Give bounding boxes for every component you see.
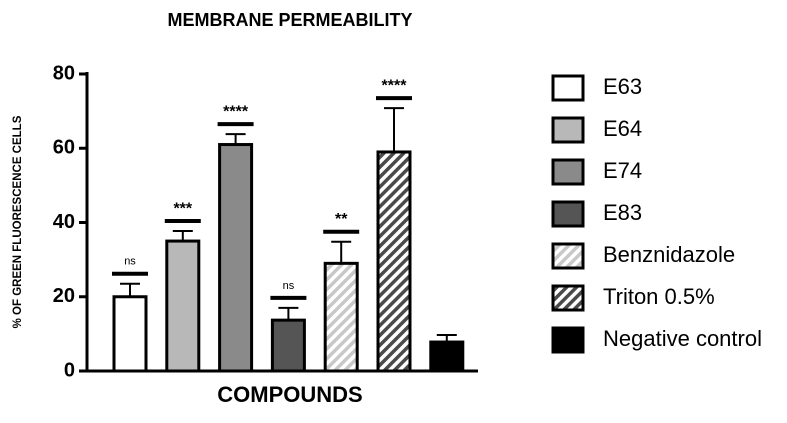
bar	[429, 340, 465, 373]
significance-label: **	[335, 211, 348, 228]
bar	[323, 261, 359, 373]
y-tick-label: 20	[53, 285, 75, 307]
legend-swatch	[551, 326, 585, 354]
y-axis-label: % OF GREEN FLUORESCENCE CELLS	[12, 115, 24, 328]
legend-label: Triton 0.5%	[603, 284, 715, 309]
y-tick-label: 80	[53, 62, 75, 84]
bar	[218, 143, 254, 373]
legend-label: E74	[603, 158, 642, 183]
chart-title: MEMBRANE PERMEABILITY	[167, 10, 412, 30]
bar	[270, 318, 306, 373]
legend-label: E63	[603, 74, 642, 99]
legend-swatch	[551, 74, 585, 102]
legend-label: Benznidazole	[603, 242, 735, 267]
bar	[376, 150, 412, 373]
legend-label: E83	[603, 200, 642, 225]
legend-label: E64	[603, 116, 642, 141]
significance-label: ****	[382, 77, 408, 94]
legend-swatch	[551, 284, 585, 312]
x-axis-label: COMPOUNDS	[217, 382, 362, 407]
legend-label: Negative control	[603, 326, 762, 351]
bar	[112, 295, 148, 373]
significance-label: ns	[283, 280, 295, 292]
legend-swatch	[551, 200, 585, 228]
y-tick-label: 0	[64, 359, 75, 381]
significance-label: ns	[124, 256, 136, 268]
y-tick-label: 40	[53, 211, 75, 233]
legend-swatch	[551, 158, 585, 186]
bar	[165, 239, 201, 373]
y-tick-label: 60	[53, 137, 75, 159]
legend-swatch	[551, 116, 585, 144]
significance-label: ****	[223, 103, 249, 120]
significance-label: ***	[173, 200, 192, 217]
legend-swatch	[551, 242, 585, 270]
